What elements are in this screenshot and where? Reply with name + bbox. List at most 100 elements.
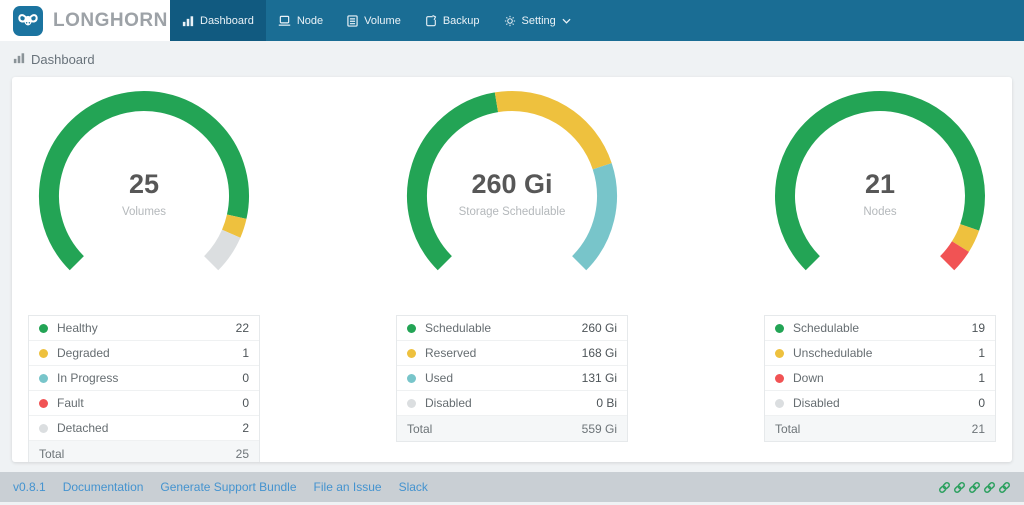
brand-name: LONGHORN bbox=[53, 9, 168, 31]
legend-value: 131 Gi bbox=[581, 371, 617, 385]
nav-item-node[interactable]: Node bbox=[266, 0, 335, 41]
nav-label: Node bbox=[296, 14, 324, 27]
breadcrumb: Dashboard bbox=[0, 41, 1024, 77]
top-navbar: LONGHORN Dashboard Node bbox=[0, 0, 1024, 41]
legend-rows: Schedulable 260 Gi Reserved 168 Gi Used 131 G… bbox=[397, 316, 627, 416]
link-icon bbox=[938, 481, 951, 494]
legend-row: Disabled 0 Bi bbox=[397, 391, 627, 416]
legend-value: 168 Gi bbox=[581, 346, 617, 360]
list-icon bbox=[347, 14, 358, 27]
bar-chart-icon bbox=[182, 15, 194, 27]
donut-gauge: 25 Volumes bbox=[34, 89, 254, 289]
legend-label: Fault bbox=[57, 396, 84, 410]
nav-item-volume[interactable]: Volume bbox=[335, 0, 413, 41]
gauge-segment-down bbox=[939, 241, 969, 271]
legend-dot bbox=[775, 398, 784, 408]
legend-row: Schedulable 260 Gi bbox=[397, 316, 627, 341]
legend-value: 19 bbox=[971, 321, 985, 335]
legend-value: 260 Gi bbox=[581, 321, 617, 335]
gauge-segment-healthy bbox=[39, 91, 249, 271]
legend-label: In Progress bbox=[57, 371, 119, 385]
gauges-row: 25 Volumes Healthy 22 Degraded 1 In Progress… bbox=[28, 89, 996, 462]
link-icon bbox=[983, 481, 996, 494]
brand[interactable]: LONGHORN bbox=[0, 0, 170, 41]
nav-label: Backup bbox=[442, 14, 480, 27]
gauge-column: 25 Volumes Healthy 22 Degraded 1 In Progress… bbox=[28, 89, 260, 462]
link-icon bbox=[998, 481, 1011, 494]
legend-total-value: 21 bbox=[971, 421, 985, 436]
gauge-segment-detached bbox=[203, 229, 241, 271]
legend-value: 1 bbox=[978, 346, 985, 360]
legend-rows: Healthy 22 Degraded 1 In Progress 0 Fault 0 Deta… bbox=[29, 316, 259, 441]
legend-dot bbox=[39, 373, 48, 383]
gear-icon bbox=[504, 15, 516, 27]
legend-total-value: 559 Gi bbox=[581, 421, 617, 436]
legend-total-row: Total 21 bbox=[765, 416, 995, 441]
legend-label: Down bbox=[793, 371, 824, 385]
legend-label: Schedulable bbox=[425, 321, 492, 335]
generate-support-bundle-link[interactable]: Generate Support Bundle bbox=[160, 480, 297, 494]
link-icon bbox=[953, 481, 966, 494]
legend-total-label: Total bbox=[775, 421, 801, 436]
gauge-arc bbox=[775, 91, 985, 271]
gauge-column: 260 Gi Storage Schedulable Schedulable 26… bbox=[396, 89, 628, 462]
legend-row: Detached 2 bbox=[29, 416, 259, 441]
laptop-icon bbox=[278, 15, 291, 27]
legend-label: Degraded bbox=[57, 346, 110, 360]
nav-item-backup[interactable]: Backup bbox=[413, 0, 492, 41]
file-an-issue-link[interactable]: File an Issue bbox=[313, 480, 382, 494]
nav-label: Setting bbox=[521, 14, 556, 27]
legend-label: Detached bbox=[57, 421, 109, 435]
legend-table: Schedulable 19 Unschedulable 1 Down 1 Disabled… bbox=[764, 315, 996, 442]
page-title: Dashboard bbox=[31, 51, 95, 67]
legend-dot bbox=[407, 398, 416, 408]
slack-link[interactable]: Slack bbox=[398, 480, 428, 494]
gauge-column: 21 Nodes Schedulable 19 Unschedulable 1 Down… bbox=[764, 89, 996, 462]
legend-label: Used bbox=[425, 371, 454, 385]
legend-total-label: Total bbox=[39, 446, 65, 461]
legend-table: Healthy 22 Degraded 1 In Progress 0 Fault 0 Deta… bbox=[28, 315, 260, 462]
legend-dot bbox=[39, 398, 48, 408]
legend-row: Fault 0 bbox=[29, 391, 259, 416]
legend-dot bbox=[775, 373, 784, 383]
legend-row: Down 1 bbox=[765, 366, 995, 391]
legend-dot bbox=[407, 348, 416, 358]
nav-item-dashboard[interactable]: Dashboard bbox=[170, 0, 266, 41]
version-link[interactable]: v0.8.1 bbox=[13, 480, 46, 494]
legend-table: Schedulable 260 Gi Reserved 168 Gi Used 131 G… bbox=[396, 315, 628, 442]
nav-label: Volume bbox=[364, 14, 401, 27]
legend-dot bbox=[775, 348, 784, 358]
legend-dot bbox=[39, 323, 48, 333]
legend-value: 0 bbox=[242, 371, 249, 385]
legend-total-row: Total 559 Gi bbox=[397, 416, 627, 441]
bull-icon bbox=[13, 5, 43, 36]
legend-dot bbox=[39, 423, 48, 433]
nav-item-setting[interactable]: Setting bbox=[492, 0, 583, 41]
legend-row: Reserved 168 Gi bbox=[397, 341, 627, 366]
legend-total-row: Total 25 bbox=[29, 441, 259, 462]
legend-label: Schedulable bbox=[793, 321, 860, 335]
dashboard-card: 25 Volumes Healthy 22 Degraded 1 In Progress… bbox=[12, 77, 1012, 462]
gauge-arc bbox=[39, 91, 249, 271]
documentation-link[interactable]: Documentation bbox=[62, 480, 144, 494]
legend-label: Healthy bbox=[57, 321, 98, 335]
main-nav: Dashboard Node Volume bbox=[170, 0, 1024, 41]
nav-label: Dashboard bbox=[200, 14, 254, 27]
gauge-segment-schedulable bbox=[775, 91, 985, 271]
legend-label: Disabled bbox=[425, 396, 472, 410]
bar-chart-icon bbox=[13, 52, 25, 67]
legend-value: 2 bbox=[242, 421, 249, 435]
donut-gauge: 21 Nodes bbox=[770, 89, 990, 289]
legend-row: Disabled 0 bbox=[765, 391, 995, 416]
legend-row: Healthy 22 bbox=[29, 316, 259, 341]
legend-value: 1 bbox=[242, 346, 249, 360]
gauge-segment-reserved bbox=[494, 91, 612, 170]
legend-value: 0 bbox=[242, 396, 249, 410]
legend-dot bbox=[39, 348, 48, 358]
legend-label: Reserved bbox=[425, 346, 477, 360]
gauge-segment-used bbox=[571, 163, 617, 271]
legend-total-label: Total bbox=[407, 421, 433, 436]
legend-total-value: 25 bbox=[235, 446, 249, 461]
legend-label: Disabled bbox=[793, 396, 840, 410]
legend-dot bbox=[775, 323, 784, 333]
